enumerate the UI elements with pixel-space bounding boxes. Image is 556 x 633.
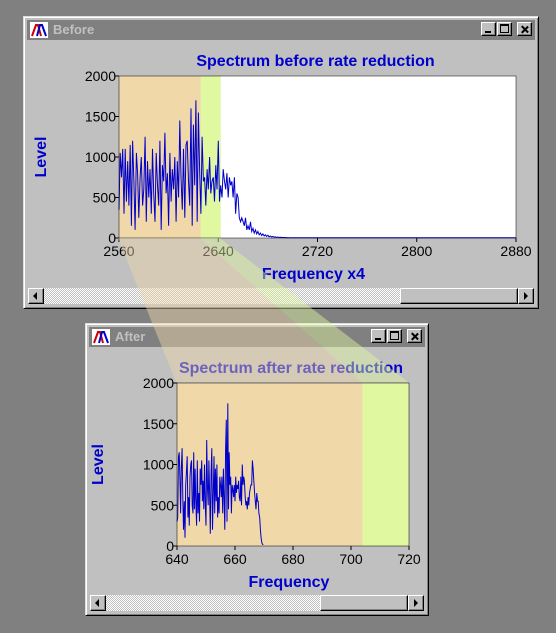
x-tick-label: 2880 [500,243,531,259]
chart-title: Spectrum before rate reduction [196,53,434,70]
plot-frame [176,382,410,547]
before-window-title: Before [53,22,95,37]
x-axis-label: Frequency [249,574,330,591]
y-tick-label: 2000 [85,68,116,84]
scroll-thumb[interactable] [400,288,518,304]
x-tick-label: 640 [165,551,189,567]
scroll-right-icon[interactable] [518,288,534,304]
before-horizontal-scrollbar[interactable] [28,288,534,304]
y-tick-label: 1500 [85,109,116,125]
after-spectrum-chart: Spectrum after rate reduction 0 500 1000 150… [90,360,421,591]
y-tick-label: 1000 [85,149,116,165]
x-tick-label: 2640 [203,243,234,259]
scroll-thumb[interactable] [320,595,408,611]
after-titlebar[interactable]: After [89,327,425,347]
minimize-icon[interactable] [481,22,496,36]
close-icon[interactable] [517,22,532,36]
before-window[interactable]: Before Spectrum before rate reduction 0 50… [23,16,539,309]
y-tick-label: 500 [151,497,175,513]
before-titlebar[interactable]: Before [27,20,535,40]
y-tick-label: 500 [93,190,117,206]
x-tick-label: 2800 [401,243,432,259]
app-logo-icon [92,329,110,345]
y-axis-label: Level [33,137,50,178]
y-axis-label: Level [90,444,107,485]
y-tick-label: 0 [108,230,116,246]
after-horizontal-scrollbar[interactable] [90,595,424,611]
close-icon[interactable] [407,329,422,343]
scroll-left-icon[interactable] [28,288,44,304]
maximize-icon[interactable] [497,22,512,36]
highlight-band-orange [177,383,363,546]
y-tick-label: 1500 [143,416,174,432]
app-logo-icon [30,22,48,38]
x-tick-label: 720 [397,551,421,567]
x-tick-label: 700 [339,551,363,567]
series-line [176,403,264,546]
x-axis-label: Frequency x4 [262,266,365,283]
y-tick-label: 1000 [143,457,174,473]
plot-frame [118,75,517,239]
x-tick-label: 2720 [302,243,333,259]
y-tick-label: 0 [166,538,174,554]
after-window-title: After [115,329,146,344]
scroll-left-icon[interactable] [90,595,106,611]
x-tick-label: 660 [223,551,247,567]
x-tick-label: 680 [281,551,305,567]
before-spectrum-chart: Spectrum before rate reduction 0 500 1000 15… [33,53,532,283]
highlight-band-green [362,383,409,546]
scroll-right-icon[interactable] [408,595,424,611]
after-window[interactable]: After Spectrum after rate reduction 0 500 1… [85,323,429,616]
chart-title: Spectrum after rate reduction [179,360,403,377]
x-tick-label: 2560 [103,243,134,259]
y-tick-label: 2000 [143,375,174,391]
minimize-icon[interactable] [371,329,386,343]
maximize-icon[interactable] [387,329,402,343]
